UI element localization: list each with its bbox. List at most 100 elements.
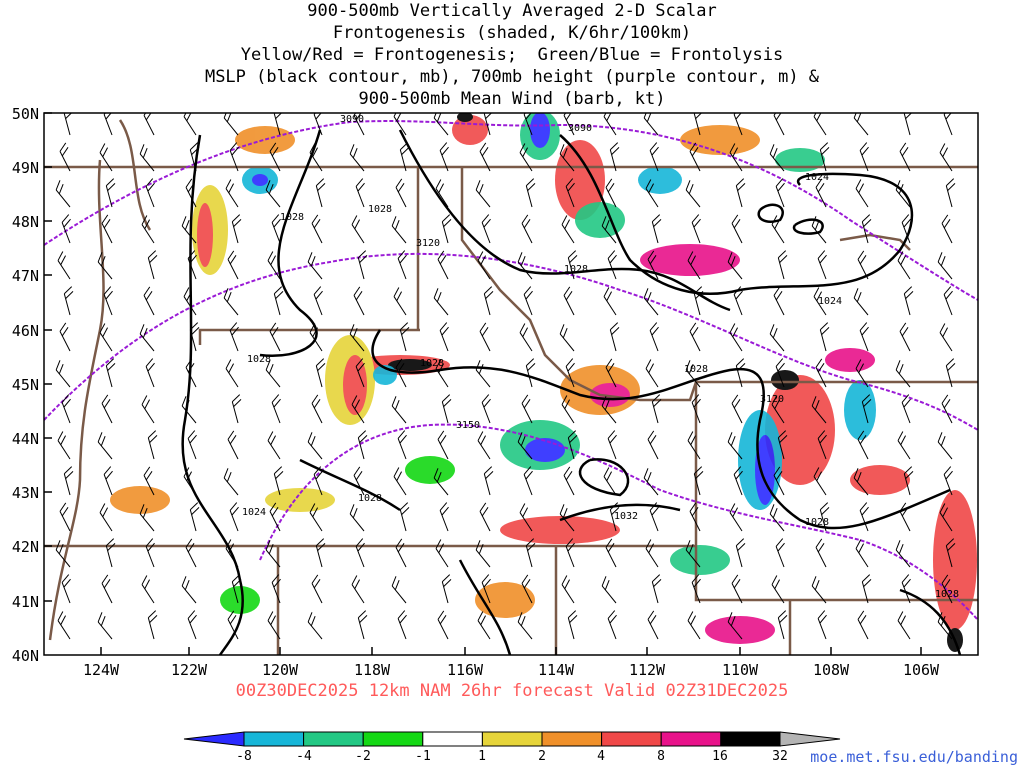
wind-barb <box>519 503 533 532</box>
wind-barb <box>941 574 953 604</box>
wind-barb <box>145 358 155 388</box>
height-label: 3150 <box>456 420 480 431</box>
wind-barb <box>649 502 659 532</box>
wind-barb <box>139 324 155 352</box>
wind-barb <box>391 396 407 424</box>
colorbar-label: -8 <box>236 749 252 764</box>
wind-barb <box>309 503 323 532</box>
wind-barb <box>567 250 578 280</box>
wind-barb <box>817 610 827 640</box>
wind-barb <box>61 214 71 244</box>
wind-barb <box>313 286 323 316</box>
wind-barb <box>397 250 407 280</box>
wind-barb <box>521 574 533 604</box>
colorbar-right-arrow <box>779 731 841 747</box>
mslp-label: 1028 <box>935 589 959 600</box>
wind-barb <box>651 574 662 604</box>
wind-barb <box>397 610 407 640</box>
wind-barb <box>439 142 449 172</box>
colorbar-label: 2 <box>538 749 546 764</box>
wind-barb <box>267 431 281 460</box>
wind-barb <box>559 324 575 352</box>
source-credit[interactable]: moe.met.fsu.edu/banding <box>810 748 1018 766</box>
wind-barb <box>855 359 869 388</box>
wind-barb <box>903 113 914 136</box>
puget-sound <box>118 119 152 231</box>
wind-barb <box>647 250 659 280</box>
wind-barb <box>139 504 155 532</box>
wind-barb <box>769 504 785 532</box>
mslp-label: 1024 <box>818 296 842 307</box>
wind-barb <box>185 178 197 208</box>
wind-barb <box>353 466 365 496</box>
title-line-3: Yellow/Red = Frontogenesis; Green/Blue =… <box>240 45 784 65</box>
wind-barb <box>857 430 869 460</box>
height-contour-3120 <box>44 252 978 431</box>
wind-barb <box>307 432 323 460</box>
mslp-label: 1028 <box>280 212 304 223</box>
wind-barb <box>229 502 239 532</box>
wind-barb <box>901 394 911 424</box>
wind-barb <box>689 322 701 352</box>
wind-barb <box>437 610 449 640</box>
wind-barb <box>727 252 743 280</box>
wind-barb <box>99 143 113 172</box>
ut-border <box>554 546 792 655</box>
wind-barb <box>147 430 158 460</box>
wind-barb <box>225 359 239 388</box>
wind-barb <box>813 113 827 136</box>
colorbar-label: -1 <box>415 749 431 764</box>
wind-barb <box>565 538 575 568</box>
wind-barb <box>945 358 956 388</box>
lon-label: 114W <box>538 661 575 679</box>
wind-barb <box>103 113 113 136</box>
title-line-1: 900-500mb Vertically Averaged 2-D Scalar <box>307 1 717 21</box>
wind-barb <box>273 286 284 316</box>
wind-barb <box>307 612 323 640</box>
wind-barb <box>477 251 491 280</box>
wind-barb <box>351 215 365 244</box>
wind-barb <box>479 322 491 352</box>
wind-barb <box>269 322 281 352</box>
wind-barb <box>693 286 704 316</box>
wy-border <box>694 380 978 602</box>
wind-barb <box>693 113 704 136</box>
colorbar-label: 32 <box>772 749 788 764</box>
lon-label: 120W <box>262 661 299 679</box>
wind-barb <box>475 540 491 568</box>
wind-barb <box>59 142 71 172</box>
height-label: 3120 <box>416 238 440 249</box>
wind-barb <box>735 358 746 388</box>
wind-barb <box>441 574 452 604</box>
mslp-label: 1028 <box>805 517 829 528</box>
wind-barb <box>691 574 701 604</box>
wind-barb <box>945 538 956 568</box>
wind-barb <box>645 359 659 388</box>
lon-label: 118W <box>354 661 391 679</box>
wind-barb <box>607 430 617 460</box>
wind-barb <box>603 287 617 316</box>
wa-or-border <box>198 167 420 345</box>
wind-barb <box>609 142 620 172</box>
wind-barb <box>937 252 953 280</box>
longitude-ticks <box>100 647 922 655</box>
lat-label: 49N <box>12 159 39 177</box>
wind-barb <box>187 430 197 460</box>
wind-barb <box>147 250 158 280</box>
mslp-high-center <box>578 458 630 497</box>
wind-barb <box>393 467 407 496</box>
wind-barb <box>315 178 326 208</box>
wind-barb <box>189 502 200 532</box>
wind-barb <box>607 610 617 640</box>
wind-barb <box>229 322 239 352</box>
wind-barb <box>859 142 869 172</box>
wind-barb <box>63 113 74 136</box>
mslp-label: 1024 <box>805 172 829 183</box>
wind-barb <box>731 394 743 424</box>
colorbar-box <box>541 731 603 747</box>
lat-label: 48N <box>12 213 39 231</box>
wind-barb <box>687 251 701 280</box>
wind-barb <box>475 360 491 388</box>
wind-barb <box>691 394 701 424</box>
state-borders <box>44 119 978 655</box>
